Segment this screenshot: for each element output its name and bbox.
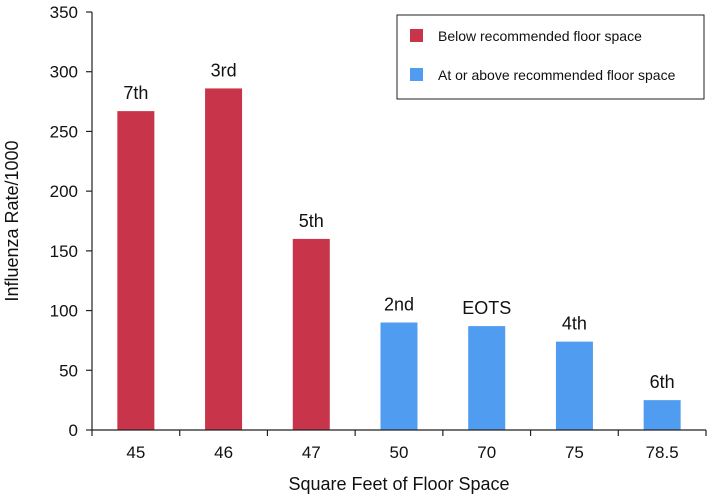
bar-labels-group: 7th 3rd 5th 2nd EOTS 4th 6th	[123, 60, 674, 392]
y-axis: 0 50 100 150 200 250 300 350	[50, 3, 93, 440]
bar-label: 4th	[562, 314, 587, 334]
bar-75	[555, 341, 593, 430]
x-tick-label: 78.5	[646, 443, 679, 462]
legend-label-above: At or above recommended floor space	[438, 67, 676, 83]
bar-label: 2nd	[384, 295, 414, 315]
x-tick-label: 47	[302, 443, 321, 462]
x-tick-label: 46	[214, 443, 233, 462]
y-tick-label: 300	[50, 63, 78, 82]
y-tick-label: 0	[69, 421, 78, 440]
legend-swatch-below	[410, 29, 423, 42]
bar-label: 7th	[123, 83, 148, 103]
bar-label: 3rd	[211, 60, 237, 80]
y-tick-label: 350	[50, 3, 78, 22]
y-tick-label: 200	[50, 182, 78, 201]
y-axis-title: Influenza Rate/1000	[2, 140, 22, 301]
y-tick-label: 250	[50, 122, 78, 141]
x-axis: 45 46 47 50 70 75 78.5	[91, 429, 707, 462]
legend: Below recommended floor space At or abov…	[396, 14, 705, 100]
x-tick-label: 75	[565, 443, 584, 462]
bar-70	[468, 326, 506, 430]
x-tick-label: 50	[390, 443, 409, 462]
bar-78-5	[643, 400, 681, 430]
bar-label: 6th	[650, 372, 675, 392]
legend-label-below: Below recommended floor space	[438, 28, 642, 44]
bar-label: EOTS	[462, 298, 511, 318]
x-axis-title: Square Feet of Floor Space	[288, 474, 509, 494]
x-tick-label: 70	[477, 443, 496, 462]
bar-45	[117, 111, 155, 430]
bar-50	[380, 322, 418, 430]
bars-group	[117, 88, 681, 430]
y-tick-label: 100	[50, 302, 78, 321]
bar-label: 5th	[299, 211, 324, 231]
bar-46	[205, 88, 243, 430]
legend-box	[396, 14, 705, 100]
y-tick-label: 150	[50, 242, 78, 261]
bar-47	[292, 238, 330, 430]
legend-swatch-above	[410, 68, 423, 81]
x-tick-label: 45	[126, 443, 145, 462]
y-tick-label: 50	[59, 361, 78, 380]
